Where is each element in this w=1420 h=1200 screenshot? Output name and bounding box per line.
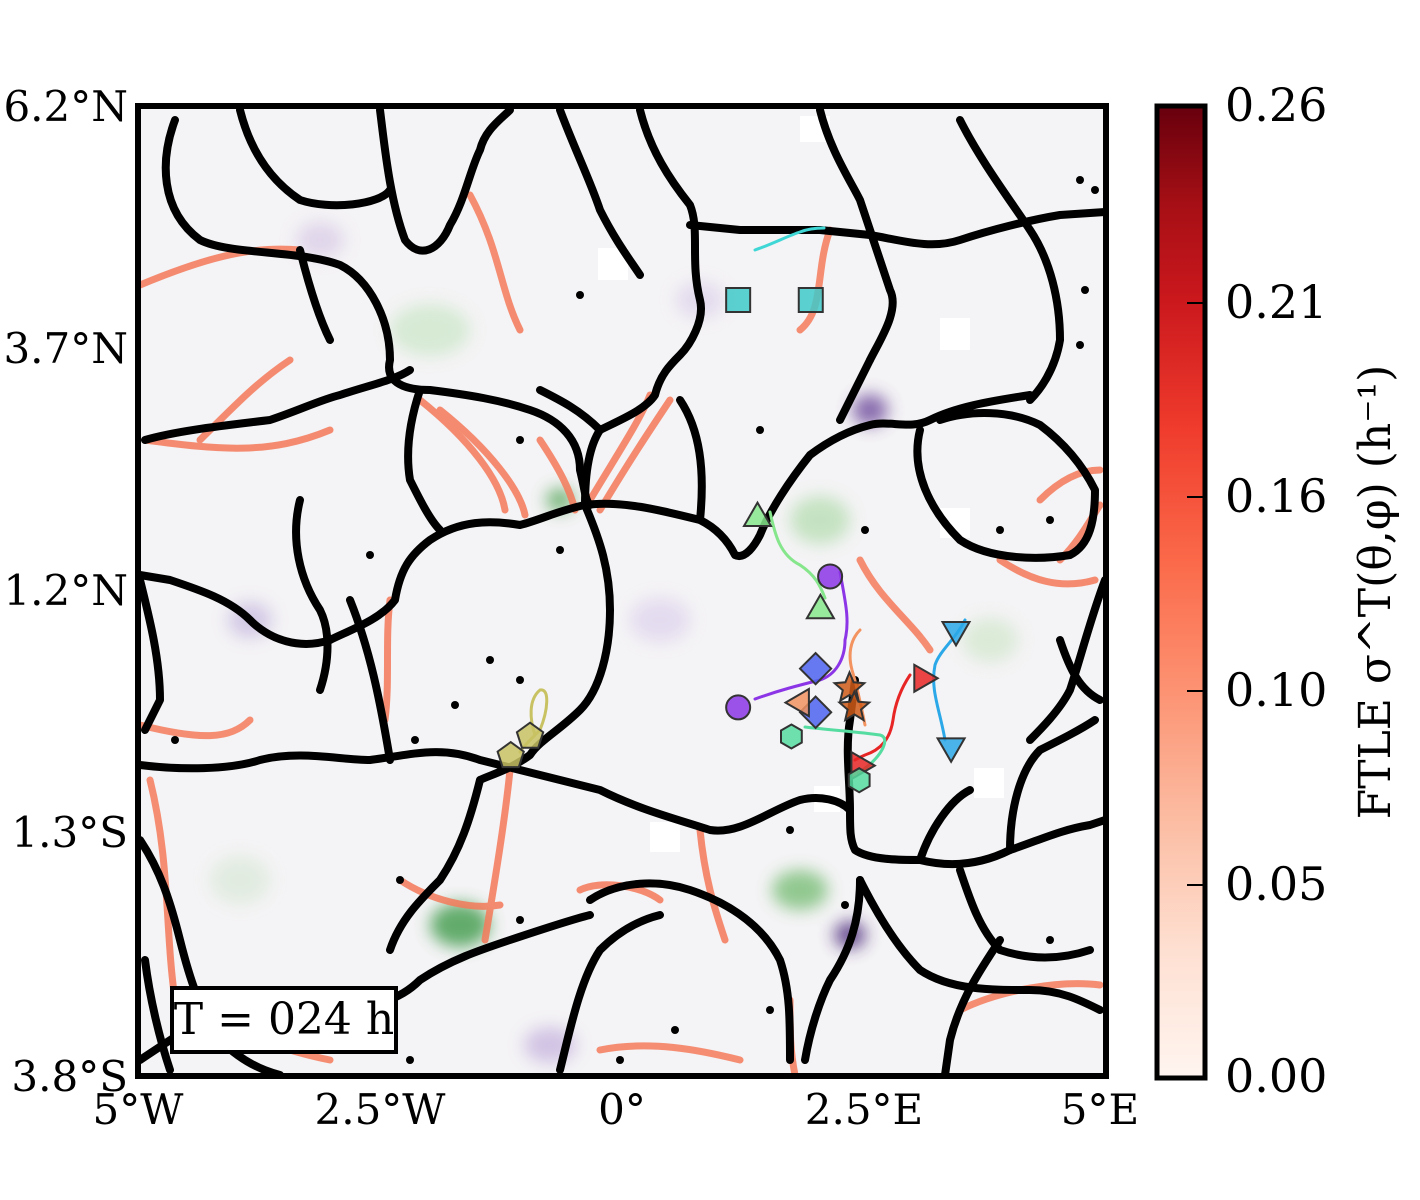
marker-hexagon — [847, 767, 871, 794]
map-area — [138, 106, 1106, 1076]
plot-frame — [135, 103, 1109, 1079]
y-tick-label: 1.2°N — [3, 566, 128, 615]
lcs-ridges — [138, 106, 1106, 1076]
x-tick-label: 5°W — [93, 1085, 185, 1134]
x-axis: 5°W 2.5°W 0° 2.5°E 5°E — [93, 1085, 1140, 1134]
time-annotation-text: T = 024 h — [174, 994, 395, 1045]
marker-triangle-down — [940, 621, 972, 648]
colorbar-label: FTLE σ^T(θ,φ) (h⁻¹) — [1350, 365, 1401, 820]
lcs-points — [171, 176, 1099, 1064]
trajectory-lightgreen — [768, 510, 827, 600]
colorbar-tick-label: 0.05 — [1225, 857, 1327, 911]
x-tick-label: 2.5°W — [315, 1085, 447, 1134]
trajectory-seagreen — [803, 725, 887, 775]
marker-diamond — [798, 651, 833, 686]
y-tick-label: 3.7°N — [3, 324, 128, 373]
marker-square — [725, 287, 752, 313]
x-tick-label: 5°E — [1061, 1085, 1139, 1134]
trajectory-markers — [496, 287, 972, 794]
colorbar-tick-label: 0.10 — [1225, 663, 1327, 717]
marker-star — [837, 689, 872, 723]
colorbar-ticks — [1187, 302, 1205, 886]
time-annotation-box — [170, 986, 398, 1054]
marker-circle — [817, 563, 844, 590]
marker-hexagon — [780, 723, 803, 750]
marker-triangle-up — [742, 500, 773, 527]
trajectory-cyan — [753, 226, 826, 252]
colorbar: 0.00 0.05 0.10 0.16 0.21 0.26 FTLE σ^T(θ… — [1154, 78, 1401, 1103]
marker-square — [797, 287, 824, 313]
time-annotation: T = 024 h — [170, 986, 398, 1054]
colorbar-tick-label: 0.16 — [1225, 469, 1327, 523]
colorbar-tick-label: 0.26 — [1225, 78, 1327, 132]
trajectory-purple — [753, 570, 849, 701]
y-tick-label: 3.8°S — [11, 1052, 128, 1101]
marker-circle — [725, 694, 752, 721]
marker-triangle-up — [805, 592, 836, 620]
marker-pentagon — [515, 721, 545, 749]
marker-triangle-right — [913, 663, 940, 694]
colorbar-gradient — [1154, 103, 1208, 1081]
y-tick-label: 6.2°N — [3, 82, 128, 131]
x-tick-label: 2.5°E — [805, 1085, 923, 1134]
marker-pentagon — [496, 740, 525, 769]
colorbar-tick-label: 0.00 — [1225, 1049, 1327, 1103]
marker-triangle-down — [935, 737, 967, 764]
marker-star — [832, 669, 867, 703]
ftle-ridges — [138, 191, 1104, 1076]
colorbar-tick-label: 0.21 — [1225, 275, 1327, 329]
y-axis: 6.2°N 3.7°N 1.2°N 1.3°S 3.8°S — [3, 82, 128, 1101]
marker-triangle-left — [783, 687, 810, 718]
y-tick-label: 1.3°S — [11, 808, 128, 857]
marker-diamond — [798, 695, 833, 730]
x-tick-label: 0° — [598, 1085, 646, 1134]
